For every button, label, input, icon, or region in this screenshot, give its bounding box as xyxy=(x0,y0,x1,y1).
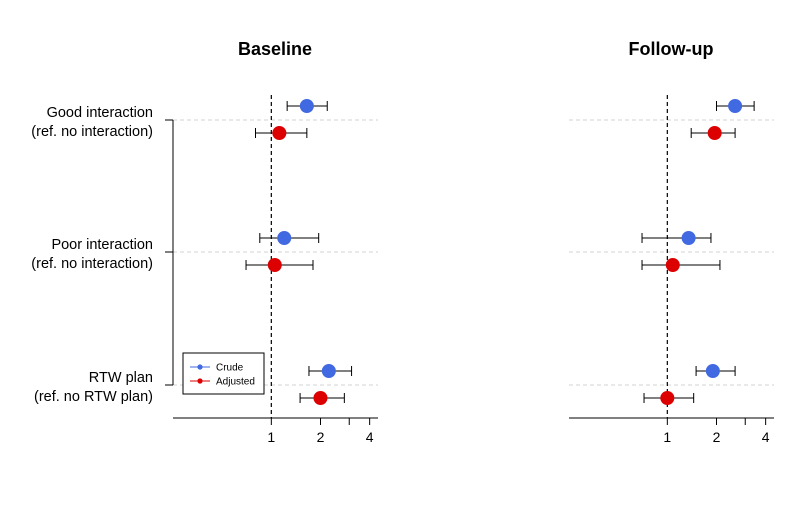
row-label-line2: (ref. no interaction) xyxy=(31,256,153,272)
adjusted-estimate-point xyxy=(313,391,328,405)
legend: Crude Adjusted xyxy=(182,352,265,395)
x-tick-label: 4 xyxy=(366,429,374,445)
x-tick-label: 2 xyxy=(317,429,325,445)
crude-estimate-point xyxy=(705,364,720,378)
row-label-line2: (ref. no RTW plan) xyxy=(34,389,153,405)
crude-estimate-point xyxy=(728,99,743,113)
crude-estimate-point xyxy=(681,231,696,245)
adjusted-estimate-point xyxy=(272,126,287,140)
crude-estimate-point xyxy=(277,231,292,245)
adjusted-estimate-point xyxy=(267,258,282,272)
panel-title: Baseline xyxy=(238,39,312,59)
adjusted-estimate-point xyxy=(660,391,675,405)
legend-swatch-point xyxy=(197,378,203,384)
row-label-line1: RTW plan xyxy=(89,370,153,386)
x-tick-label: 1 xyxy=(663,429,671,445)
legend-label: Crude xyxy=(216,363,244,374)
row-label-line2: (ref. no interaction) xyxy=(31,124,153,140)
x-tick-label: 2 xyxy=(713,429,721,445)
panel-0: Baseline 1 2 4 Good interaction (ref. no inte… xyxy=(31,39,378,445)
x-tick-label: 4 xyxy=(762,429,770,445)
legend-box xyxy=(182,352,265,395)
x-tick-label: 1 xyxy=(267,429,275,445)
adjusted-estimate-point xyxy=(707,126,722,140)
panel-1: Follow-up 1 2 4 xyxy=(569,39,774,445)
panel-title: Follow-up xyxy=(629,39,714,59)
row-label-line1: Poor interaction xyxy=(51,237,153,253)
row-label-line1: Good interaction xyxy=(47,105,153,121)
crude-estimate-point xyxy=(321,364,336,378)
legend-label: Adjusted xyxy=(216,377,255,388)
legend-swatch-point xyxy=(197,364,203,370)
crude-estimate-point xyxy=(299,99,314,113)
adjusted-estimate-point xyxy=(665,258,680,272)
